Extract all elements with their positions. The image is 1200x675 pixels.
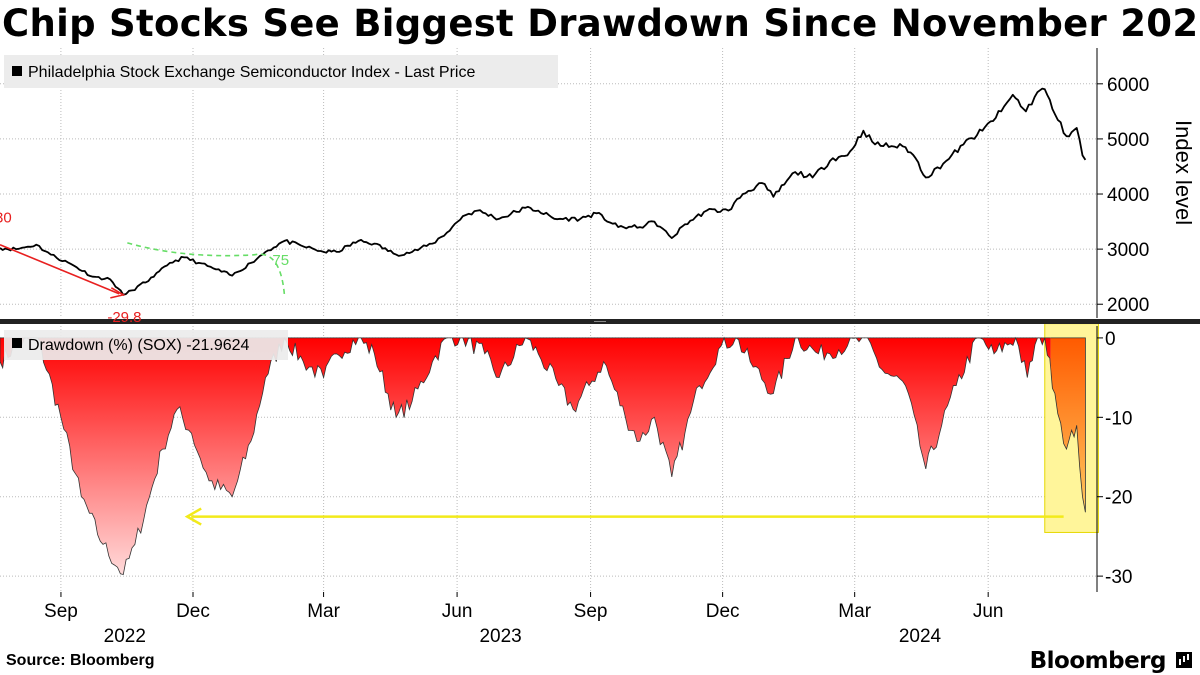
x-tick-label: Dec [706, 601, 740, 622]
drawdown-legend-label: Drawdown (%) (SOX) -21.9624 [28, 337, 250, 354]
rally-annotation-label: 75 [272, 252, 289, 269]
bloomberg-logo: Bloomberg [1029, 648, 1167, 674]
price-y-tick-label: 2000 [1107, 295, 1149, 316]
drawdown-y-tick-label: 0 [1105, 329, 1116, 350]
rally-annotation-curve [127, 242, 286, 295]
x-tick-label: Jun [973, 601, 1004, 622]
drawdown-area [0, 336, 1051, 575]
drawdown-y-tick-label: -10 [1105, 408, 1132, 429]
x-year-label: 2023 [479, 626, 521, 647]
x-tick-label: Sep [574, 601, 608, 622]
price-y-axis-label: Index level [1171, 120, 1196, 225]
source-note: Source: Bloomberg [6, 652, 155, 669]
drawdown-legend-box [4, 330, 288, 360]
price-y-tick-label: 3000 [1107, 240, 1149, 261]
price-legend-swatch [12, 66, 22, 76]
x-tick-label: Mar [838, 601, 871, 622]
price-legend-box [4, 55, 558, 88]
bloomberg-terminal-icon [1176, 652, 1192, 668]
x-tick-label: Mar [307, 601, 340, 622]
decline-annotation-arrowhead [110, 287, 126, 299]
price-y-tick-label: 6000 [1107, 75, 1149, 96]
drawdown-y-tick-label: -20 [1105, 488, 1132, 509]
decline-start-label: -30 [0, 210, 12, 227]
x-tick-label: Sep [44, 601, 78, 622]
decline-annotation-label: -29.8 [107, 309, 141, 326]
chart-title: Chip Stocks See Biggest Drawdown Since N… [2, 2, 1200, 45]
price-y-tick-label: 4000 [1107, 185, 1149, 206]
x-tick-label: Jun [442, 601, 473, 622]
price-line [0, 87, 1087, 296]
drawdown-area-recent [1050, 337, 1086, 513]
price-y-tick-label: 5000 [1107, 130, 1149, 151]
x-year-label: 2024 [899, 626, 942, 647]
reference-arrow-head [184, 507, 202, 526]
x-tick-label: Dec [176, 601, 210, 622]
price-legend-label: Philadelphia Stock Exchange Semiconducto… [28, 64, 475, 81]
drawdown-y-tick-label: -30 [1105, 567, 1132, 588]
decline-annotation-line [0, 243, 120, 295]
drawdown-legend-swatch [12, 338, 22, 348]
x-year-label: 2022 [104, 626, 146, 647]
